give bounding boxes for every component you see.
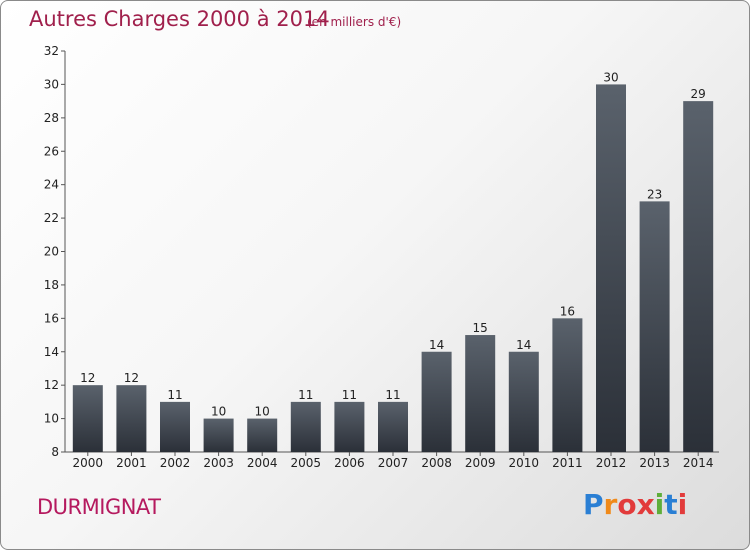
y-tick-label: 16 — [44, 311, 59, 325]
bar-value-label: 14 — [516, 338, 531, 352]
chart-title: Autres Charges 2000 à 2014 — [29, 7, 330, 31]
y-tick-label: 20 — [44, 245, 59, 259]
bar — [334, 401, 365, 452]
x-tick-label: 2010 — [509, 456, 540, 470]
bar — [683, 101, 714, 452]
y-tick-label: 24 — [44, 178, 59, 192]
x-tick-label: 2000 — [73, 456, 104, 470]
x-tick-label: 2003 — [203, 456, 234, 470]
y-tick-label: 22 — [44, 211, 59, 225]
bar-value-label: 15 — [473, 321, 488, 335]
x-tick-label: 2001 — [116, 456, 147, 470]
y-tick-label: 26 — [44, 144, 59, 158]
x-tick-label: 2011 — [552, 456, 583, 470]
bar-value-label: 23 — [647, 187, 662, 201]
y-tick-label: 18 — [44, 278, 59, 292]
bar — [552, 318, 583, 452]
bar — [465, 335, 496, 452]
logo-letter: r — [603, 488, 618, 521]
bar-value-label: 11 — [167, 388, 182, 402]
logo-letter: i — [677, 488, 688, 521]
bar-value-label: 11 — [298, 388, 313, 402]
bar — [421, 351, 452, 452]
logo-letter: P — [583, 488, 604, 521]
bar-value-label: 10 — [255, 405, 270, 419]
bar — [116, 385, 147, 452]
y-tick-label: 8 — [51, 445, 59, 459]
bar — [639, 201, 670, 452]
bar-value-label: 10 — [211, 405, 226, 419]
commune-name: DURMIGNAT — [37, 495, 161, 519]
bar-value-label: 12 — [80, 371, 95, 385]
bar-value-label: 16 — [560, 304, 575, 318]
logo-letter: x — [636, 488, 655, 521]
proxiti-logo: Proxiti — [583, 488, 687, 521]
y-tick-label: 14 — [44, 345, 59, 359]
y-tick-label: 10 — [44, 412, 59, 426]
bar-value-label: 14 — [429, 338, 444, 352]
bar-value-label: 30 — [603, 70, 618, 84]
bar-value-label: 11 — [342, 388, 357, 402]
bar-value-label: 11 — [385, 388, 400, 402]
logo-letter: o — [617, 488, 637, 521]
x-tick-label: 2014 — [683, 456, 714, 470]
y-tick-label: 28 — [44, 111, 59, 125]
x-tick-label: 2012 — [596, 456, 627, 470]
bar — [203, 418, 234, 452]
x-tick-label: 2004 — [247, 456, 278, 470]
x-tick-label: 2008 — [421, 456, 452, 470]
bar-value-label: 12 — [124, 371, 139, 385]
y-tick-label: 32 — [44, 44, 59, 58]
y-tick-label: 30 — [44, 77, 59, 91]
bar — [508, 351, 539, 452]
x-tick-label: 2006 — [334, 456, 365, 470]
x-tick-label: 2013 — [639, 456, 670, 470]
bar — [378, 401, 408, 452]
x-tick-label: 2005 — [291, 456, 322, 470]
bar — [160, 401, 190, 452]
x-tick-label: 2009 — [465, 456, 496, 470]
x-tick-label: 2007 — [378, 456, 409, 470]
y-tick-label: 12 — [44, 378, 59, 392]
x-tick-label: 2002 — [160, 456, 191, 470]
logo-letter: t — [664, 488, 678, 521]
bar — [72, 385, 103, 452]
bar — [596, 84, 626, 453]
chart-subtitle: (en milliers d'€) — [307, 15, 402, 29]
logo-letter: i — [654, 488, 665, 521]
bar — [290, 401, 321, 452]
bar-value-label: 29 — [691, 87, 706, 101]
bar — [247, 418, 278, 452]
